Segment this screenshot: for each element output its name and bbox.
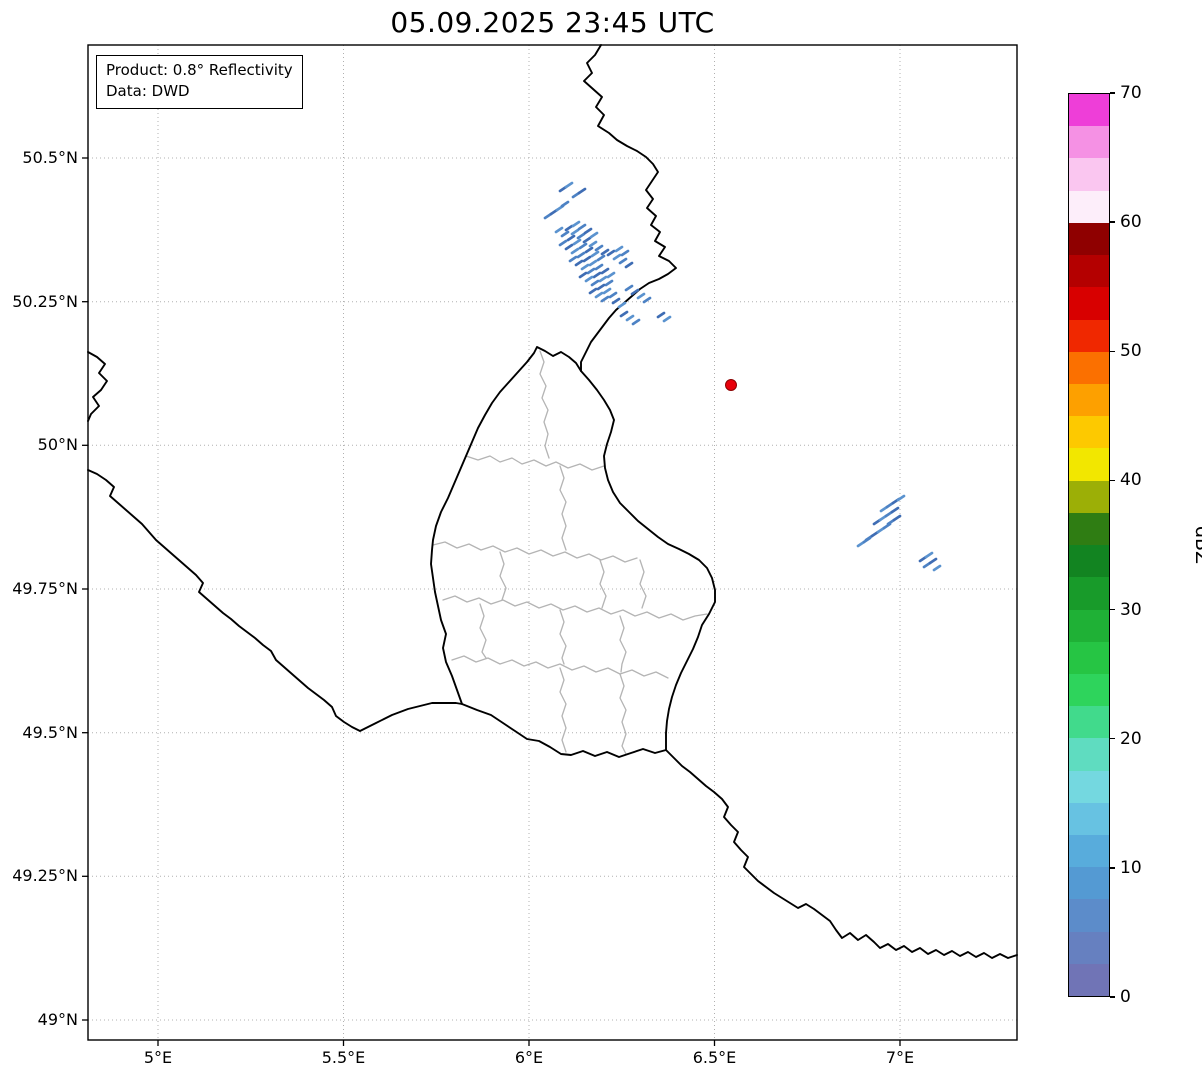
border-france-belgium: [87, 469, 463, 732]
colorbar-unit-label: dBZ: [1191, 525, 1202, 565]
colorbar-tick-label: 0: [1120, 987, 1131, 1007]
radar-site-marker: [725, 379, 737, 391]
colorbar-band: [1069, 641, 1109, 674]
colorbar-band: [1069, 931, 1109, 964]
colorbar-band: [1069, 706, 1109, 739]
y-tick-label: 50.5°N: [22, 148, 78, 167]
colorbar-tick-mark: [1110, 608, 1115, 611]
colorbar-tick-mark: [1110, 350, 1115, 352]
x-tick-label: 6°E: [514, 1048, 544, 1067]
figure-title: 05.09.2025 23:45 UTC: [390, 6, 715, 39]
colorbar-tick-mark: [1110, 92, 1115, 94]
east-cluster: [856, 494, 942, 572]
colorbar-band: [1069, 255, 1109, 288]
district-line: [559, 465, 567, 551]
colorbar-band: [1069, 577, 1109, 610]
y-tick-label: 49.75°N: [12, 579, 78, 598]
colorbar-tick-mark: [1110, 221, 1115, 223]
border-luxembourg: [430, 346, 716, 758]
info-source-line: Data: DWD: [106, 82, 190, 101]
x-tick-label: 5°E: [143, 1048, 173, 1067]
y-tick-label: 49.5°N: [22, 722, 78, 742]
district-line: [465, 455, 605, 471]
country-borders: [87, 44, 1018, 959]
info-box: Product: 0.8° Reflectivity Data: DWD: [96, 55, 303, 109]
northeast-cluster: [543, 181, 672, 326]
colorbar-band: [1069, 609, 1109, 642]
colorbar-band: [1069, 673, 1109, 707]
colorbar-tick-mark: [1110, 479, 1115, 482]
x-tick-label: 7°E: [885, 1048, 915, 1067]
district-line: [451, 655, 669, 679]
colorbar-band: [1069, 158, 1109, 191]
district-line: [559, 667, 567, 753]
colorbar-band: [1069, 351, 1109, 384]
colorbar-band: [1069, 94, 1109, 127]
district-line: [599, 559, 607, 609]
district-line: [619, 615, 627, 673]
colorbar-band: [1069, 383, 1109, 417]
district-borders: [432, 350, 708, 755]
district-line: [559, 609, 567, 665]
colorbar-tick-label: 30: [1120, 599, 1142, 620]
district-line: [499, 551, 507, 601]
colorbar-band: [1069, 448, 1109, 481]
district-line: [619, 673, 627, 755]
border-france-germany: [665, 749, 1018, 959]
x-tick-label: 6.5°E: [692, 1048, 737, 1067]
colorbar-tick-label: 40: [1120, 470, 1142, 491]
colorbar-tick-label: 10: [1120, 857, 1142, 878]
colorbar-band: [1069, 867, 1109, 900]
colorbar-band: [1069, 222, 1109, 256]
grid-lines: [88, 45, 1017, 1040]
info-product-line: Product: 0.8° Reflectivity: [106, 61, 293, 79]
y-tick-label: 49.25°N: [12, 866, 78, 886]
colorbar-band: [1069, 770, 1109, 803]
y-tick-label: 50°N: [37, 435, 78, 455]
colorbar-band: [1069, 126, 1109, 159]
border-fragment-west: [87, 351, 108, 422]
colorbar-band: [1069, 963, 1109, 997]
colorbar-tick-mark: [1110, 996, 1115, 998]
y-tick-label: 50.25°N: [12, 291, 78, 311]
colorbar-band: [1069, 190, 1109, 223]
border-belgium-germany: [580, 44, 677, 372]
colorbar-band: [1069, 287, 1109, 320]
colorbar-tick-label: 20: [1120, 728, 1142, 749]
colorbar-tick-mark: [1110, 867, 1115, 869]
y-tick-label: 49°N: [37, 1010, 78, 1029]
colorbar-band: [1069, 416, 1109, 449]
axis-ticks: [82, 157, 901, 1046]
colorbar-band: [1069, 480, 1109, 513]
district-line: [639, 559, 647, 609]
radar-echoes: [543, 181, 942, 572]
colorbar-band: [1069, 899, 1109, 932]
district-line: [432, 541, 638, 563]
colorbar-band: [1069, 512, 1109, 546]
colorbar-tick-mark: [1110, 738, 1115, 740]
colorbar-band: [1069, 319, 1109, 352]
colorbar-band: [1069, 802, 1109, 836]
district-line: [479, 603, 487, 659]
colorbar-band: [1069, 545, 1109, 578]
colorbar-band: [1069, 738, 1109, 771]
colorbar-band: [1069, 835, 1109, 868]
district-line: [539, 350, 550, 459]
x-tick-label: 5.5°E: [321, 1048, 366, 1067]
colorbar-tick-label: 60: [1120, 212, 1142, 233]
colorbar-tick-label: 50: [1120, 341, 1142, 362]
colorbar: [1068, 93, 1110, 997]
axes-frame: [87, 44, 1018, 1041]
colorbar-tick-label: 70: [1120, 83, 1142, 103]
district-line: [442, 595, 708, 621]
